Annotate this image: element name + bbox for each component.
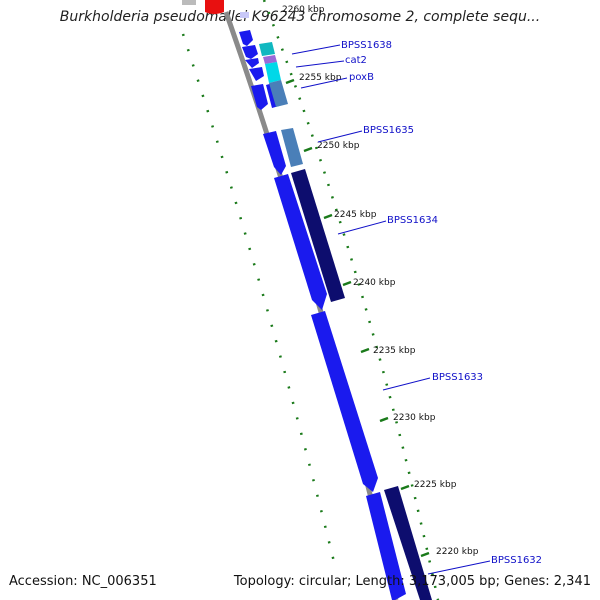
kbp-label-2260: 2260 kbp — [282, 5, 325, 15]
kbp-label-2240: 2240 kbp — [353, 278, 396, 288]
gene-forward-1636 — [263, 131, 286, 175]
red-feature-marker — [205, 0, 224, 14]
label-leader-lines — [291, 44, 491, 575]
gene-label-bpss1633[interactable]: BPSS1633 — [432, 372, 483, 383]
kbp-label-2250: 2250 kbp — [317, 141, 360, 151]
gene-forward-1633 — [311, 311, 378, 492]
kbp-label-2230: 2230 kbp — [393, 413, 436, 423]
map-title: Burkholderia pseudomallei K96243 chromos… — [59, 9, 541, 25]
tick-marks — [285, 78, 430, 558]
gene-forward-large-1 — [274, 174, 327, 310]
gene-label-bpss1634[interactable]: BPSS1634 — [387, 215, 438, 226]
gene-label-bpss1638[interactable]: BPSS1638 — [341, 40, 392, 51]
gene-reverse-1635 — [281, 128, 303, 167]
track-end — [182, 0, 196, 5]
kbp-label-2255: 2255 kbp — [299, 73, 342, 83]
gene-label-poxb[interactable]: poxB — [349, 72, 374, 83]
kbp-label-2220: 2220 kbp — [436, 547, 479, 557]
gene-label-cat2[interactable]: cat2 — [345, 55, 367, 66]
kbp-label-2245: 2245 kbp — [334, 210, 377, 220]
gene-label-bpss1632[interactable]: BPSS1632 — [491, 555, 542, 566]
kbp-label-2235: 2235 kbp — [373, 346, 416, 356]
genome-stats-label: Topology: circular; Length: 3,173,005 bp… — [233, 574, 591, 589]
accession-label: Accession: NC_006351 — [9, 574, 157, 589]
gene-label-bpss1635[interactable]: BPSS1635 — [363, 125, 414, 136]
gene-reverse-bottom — [384, 486, 432, 600]
inner-ruler-dots — [262, 0, 440, 600]
gene-forward-bottom — [366, 492, 406, 600]
colored-genes — [259, 42, 288, 107]
gene-reverse-1634 — [291, 169, 345, 302]
kbp-label-2225: 2225 kbp — [414, 480, 457, 490]
